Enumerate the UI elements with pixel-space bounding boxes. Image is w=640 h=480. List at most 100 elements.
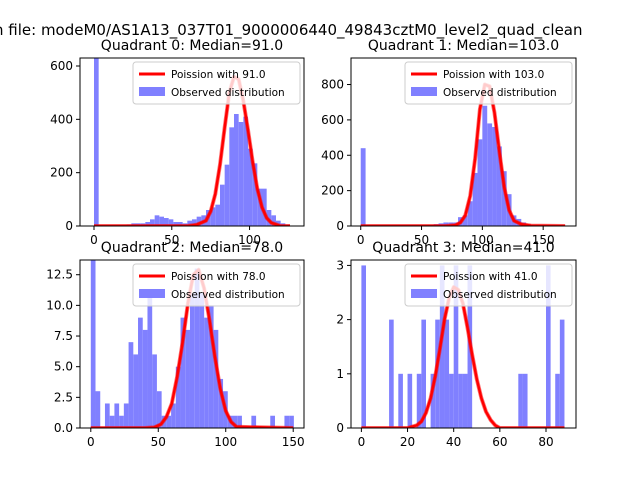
axes-frame (350, 57, 577, 227)
histogram-bar (257, 188, 262, 226)
histogram-bar (444, 319, 450, 428)
histogram-bar (142, 329, 148, 428)
histogram-bar (251, 415, 257, 428)
histogram-bar (185, 329, 190, 428)
histogram-bar (171, 403, 176, 428)
y-tick-label: 600 (321, 113, 344, 127)
histogram-bar (224, 164, 230, 226)
histogram-bar (175, 366, 181, 428)
y-tick-label: 600 (50, 59, 73, 73)
axes-frame (350, 259, 577, 429)
histogram-bar (248, 148, 253, 226)
quadrant-3-panel: 0 20 40 60 80 0 1 2 3 Quadrant 3: Median=41.0 Pois… (336, 240, 577, 449)
y-tick-label: 7.5 (54, 329, 73, 343)
legend-observed-swatch (139, 87, 165, 96)
y-tick-label: 400 (321, 148, 344, 162)
y-tick-label: 0.0 (54, 421, 73, 435)
histogram-bar (104, 403, 110, 428)
histogram-bar (270, 415, 275, 428)
histogram-bar (192, 219, 197, 226)
legend-poisson-label: Poission with 91.0 (171, 69, 266, 81)
histogram-bar (133, 354, 139, 428)
histogram-bar (128, 342, 134, 428)
histogram-bar (482, 105, 488, 226)
histogram-bar (284, 415, 290, 428)
histogram-bar (204, 317, 209, 428)
histogram-bar (453, 265, 459, 428)
histogram-bar (559, 319, 565, 428)
x-tick-label: 0 (357, 233, 365, 247)
histogram-bar (119, 415, 124, 428)
histogram-bar (213, 329, 219, 428)
legend: Poission with 78.0 Observed distribution (132, 263, 301, 307)
x-tick-label: 40 (446, 435, 461, 449)
histogram-bar (168, 219, 174, 226)
histogram-bar (189, 293, 195, 428)
legend-observed-label: Observed distribution (443, 289, 557, 301)
x-tick-label: 150 (282, 435, 305, 449)
histogram-bar (243, 116, 248, 226)
histogram-bar (95, 391, 101, 428)
poisson-curve (360, 82, 566, 226)
poisson-curve-core (360, 83, 566, 226)
histogram-bar (154, 215, 160, 226)
histogram-bar (518, 373, 523, 428)
legend-observed-swatch (139, 289, 165, 298)
quadrant-0-panel: 0 50 100 0 200 400 600 Quadrant 0: Median=91.0 P… (50, 38, 305, 247)
histogram-bar (421, 319, 426, 428)
histogram-bar (220, 184, 225, 226)
histogram-bar (398, 373, 403, 428)
histogram-bar (389, 319, 394, 428)
y-tick-label: 10.0 (46, 298, 73, 312)
histogram-bar (218, 378, 224, 428)
x-tick-label: 150 (532, 233, 555, 247)
legend-box (132, 61, 301, 105)
legend-observed-swatch (411, 289, 437, 298)
histogram-bar (501, 171, 507, 226)
legend-box (132, 263, 301, 307)
legend-box (404, 263, 573, 307)
plot-area (94, 58, 290, 226)
legend: Poission with 103.0 Observed distribution (404, 61, 573, 105)
histogram-bar (496, 146, 502, 226)
histogram-bar (210, 207, 216, 226)
histogram-bar (229, 127, 234, 226)
histogram-bar (262, 188, 267, 226)
axes-frame (79, 259, 305, 429)
quadrant-title: Quadrant 1: Median=103.0 (368, 38, 559, 54)
histogram-bar (187, 220, 192, 226)
legend-observed-swatch (411, 87, 437, 96)
y-tick-label: 400 (50, 112, 73, 126)
histogram-bar (232, 415, 238, 428)
histogram-bar (467, 201, 473, 226)
legend-poisson-label: Poission with 41.0 (443, 271, 538, 283)
legend-observed-label: Observed distribution (171, 289, 285, 301)
histogram-bar (164, 218, 169, 226)
axes-frame (79, 57, 305, 227)
histogram-bar (194, 268, 200, 428)
legend-poisson-label: Poission with 78.0 (171, 271, 266, 283)
histogram-bar (208, 305, 214, 428)
histogram-bar (252, 163, 258, 226)
quadrant-title: Quadrant 0: Median=91.0 (101, 38, 283, 54)
legend: Poission with 91.0 Observed distribution (132, 61, 301, 105)
y-tick-label: 2.5 (54, 390, 73, 404)
y-tick-label: 200 (321, 184, 344, 198)
x-tick-label: 100 (214, 435, 237, 449)
quadrant-title: Quadrant 2: Median=78.0 (101, 240, 283, 256)
x-tick-label: 50 (164, 233, 179, 247)
histogram-bar (492, 126, 497, 226)
histogram-bar (477, 139, 483, 226)
histogram-bar (487, 123, 493, 226)
y-tick-label: 200 (50, 166, 73, 180)
histogram-bar (90, 260, 96, 428)
histogram-bar (360, 148, 366, 226)
histogram-bar (472, 172, 478, 226)
y-tick-label: 2 (336, 313, 344, 327)
histogram-bar (159, 216, 164, 226)
y-tick-label: 800 (321, 78, 344, 92)
histogram-bar (238, 122, 244, 226)
histogram-bar (180, 317, 186, 428)
x-tick-label: 50 (151, 435, 166, 449)
